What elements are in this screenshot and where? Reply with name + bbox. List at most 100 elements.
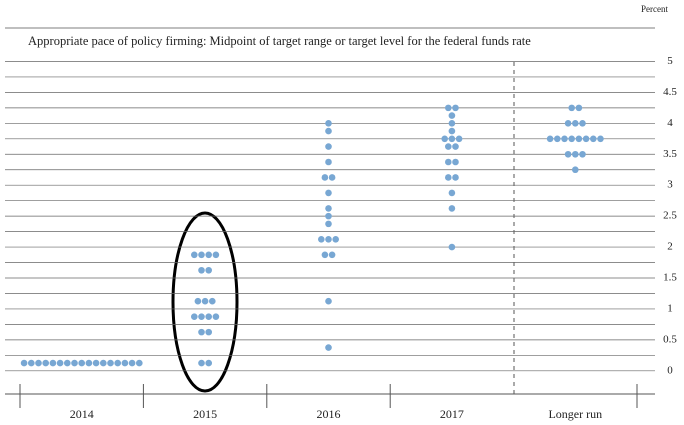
dot	[100, 359, 107, 367]
dot	[325, 212, 332, 220]
dot	[35, 359, 42, 367]
dot	[452, 143, 459, 150]
x-tick-label: Longer run	[548, 407, 602, 421]
y-tick-label: 2	[667, 241, 673, 253]
dot	[325, 236, 332, 243]
dot	[575, 135, 583, 143]
y-unit: Percent	[641, 4, 668, 14]
dot	[107, 359, 114, 367]
dot	[448, 205, 456, 212]
dot	[568, 135, 575, 143]
dot	[198, 266, 205, 274]
dot	[318, 236, 325, 243]
dot	[321, 251, 329, 259]
dot	[71, 359, 78, 367]
dot	[191, 313, 198, 320]
dot	[332, 236, 340, 243]
dot	[452, 104, 459, 112]
dot	[554, 135, 561, 143]
dot	[191, 251, 198, 259]
dot	[198, 359, 205, 367]
dot	[92, 359, 100, 367]
dot	[49, 359, 57, 367]
dot	[564, 120, 572, 127]
dot	[572, 166, 579, 174]
dot	[212, 313, 220, 320]
dot	[597, 135, 604, 143]
dot	[564, 150, 572, 158]
y-tick-label: 4	[667, 117, 673, 129]
y-tick-label: 3.5	[663, 148, 677, 160]
dot	[325, 189, 332, 197]
dot	[205, 328, 212, 336]
dot	[194, 297, 202, 305]
dot	[325, 220, 332, 228]
dot	[128, 359, 136, 367]
dot	[20, 359, 28, 367]
dot	[572, 120, 579, 127]
dot	[64, 359, 71, 367]
y-tick-label: 1.5	[663, 272, 677, 284]
x-tick-label: 2017	[440, 407, 464, 421]
dot	[448, 127, 456, 135]
y-tick-label: 4.5	[663, 86, 677, 98]
dot	[325, 205, 332, 212]
x-tick-label: 2015	[193, 407, 217, 421]
dot	[445, 174, 452, 181]
highlight-ellipse	[171, 211, 239, 393]
dot	[448, 112, 456, 119]
dot	[325, 127, 332, 135]
dot	[321, 174, 329, 181]
dot	[114, 359, 121, 367]
dot	[448, 135, 456, 143]
dot	[448, 120, 456, 127]
y-tick-label: 0	[667, 364, 673, 376]
dot	[452, 158, 459, 166]
x-tick-label: 2016	[317, 407, 341, 421]
dot	[78, 359, 85, 367]
dot	[136, 359, 143, 367]
dot	[212, 251, 220, 259]
dot	[205, 266, 212, 274]
dot	[572, 150, 579, 158]
dot	[325, 297, 332, 305]
dot	[201, 297, 209, 305]
dot	[579, 150, 586, 158]
dot	[448, 243, 456, 251]
dot	[328, 174, 336, 181]
dot	[205, 313, 212, 320]
dot	[561, 135, 568, 143]
dot	[198, 251, 205, 259]
dot	[42, 359, 49, 367]
y-tick-label: 5	[667, 55, 673, 67]
y-tick-label: 0.5	[663, 333, 677, 345]
dot	[448, 189, 456, 197]
dot	[198, 313, 205, 320]
dot	[28, 359, 35, 367]
dot	[579, 120, 586, 127]
dot	[445, 143, 452, 150]
y-tick-label: 2.5	[663, 210, 677, 222]
dot	[205, 251, 212, 259]
x-tick-label: 2014	[70, 407, 94, 421]
y-tick-label: 3	[667, 179, 673, 191]
dot	[85, 359, 93, 367]
dot	[568, 104, 575, 112]
dot	[325, 158, 332, 166]
dot	[445, 104, 452, 112]
dot	[575, 104, 583, 112]
dot	[582, 135, 590, 143]
dot	[56, 359, 64, 367]
dot	[455, 135, 463, 143]
dot	[325, 120, 332, 127]
dot	[590, 135, 597, 143]
chart-title: Appropriate pace of policy firming: Midp…	[28, 34, 531, 48]
y-tick-label: 1	[667, 302, 673, 314]
dot	[121, 359, 129, 367]
dot	[209, 297, 216, 305]
dot	[325, 344, 332, 351]
dot	[205, 359, 212, 367]
dot	[452, 174, 459, 181]
dot	[546, 135, 554, 143]
